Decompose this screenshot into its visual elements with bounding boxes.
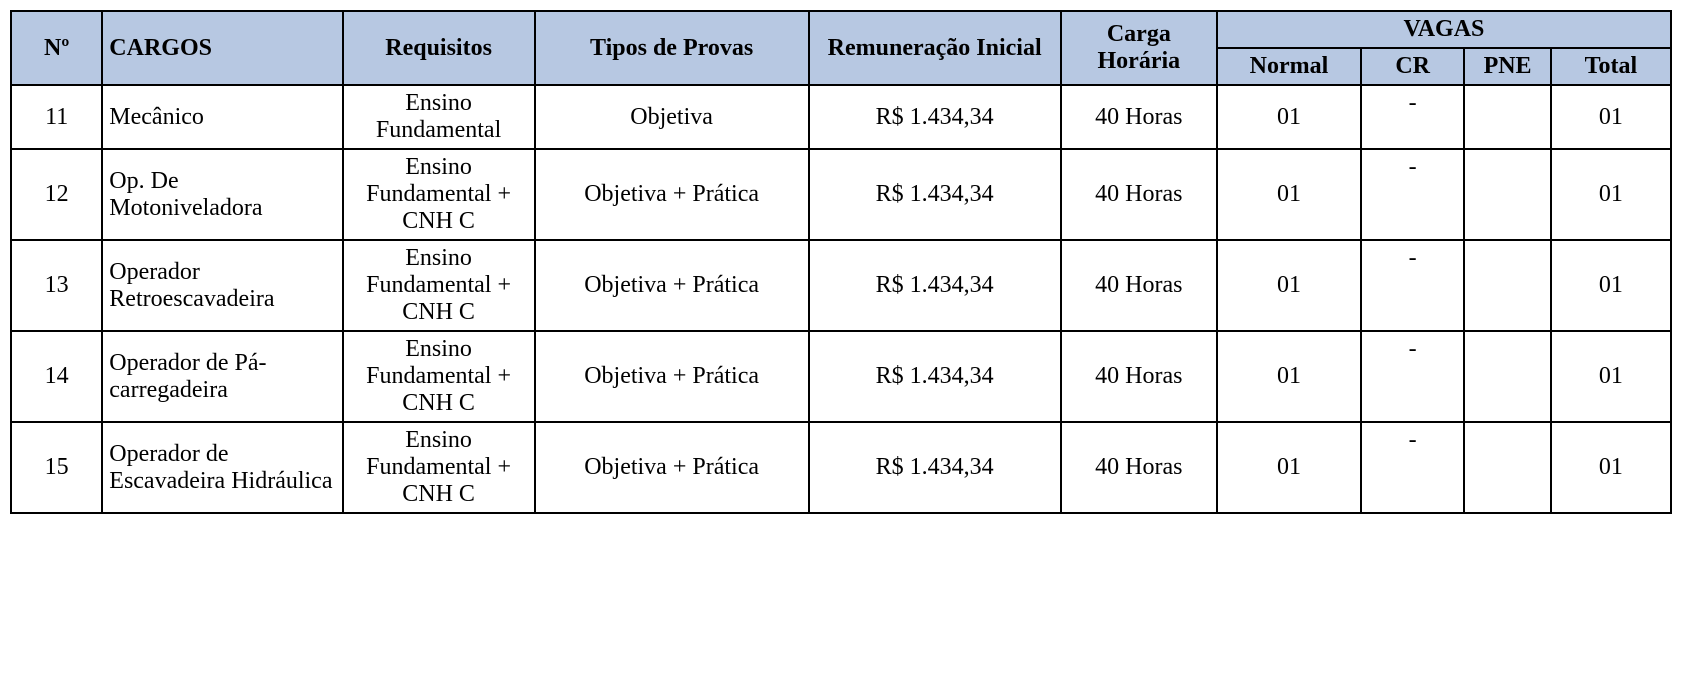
cell-pne — [1464, 331, 1550, 422]
table-row: 15 Operador de Escavadeira Hidráulica En… — [11, 422, 1671, 513]
cell-num: 13 — [11, 240, 102, 331]
cell-num: 11 — [11, 85, 102, 149]
cell-num: 12 — [11, 149, 102, 240]
cell-cr: - — [1361, 149, 1464, 240]
cell-normal: 01 — [1217, 422, 1361, 513]
cell-cr: - — [1361, 85, 1464, 149]
cell-cargo: Operador de Escavadeira Hidráulica — [102, 422, 342, 513]
table-row: 13 Operador Retroescavadeira Ensino Fund… — [11, 240, 1671, 331]
cell-total: 01 — [1551, 240, 1671, 331]
cell-rem: R$ 1.434,34 — [809, 422, 1061, 513]
header-num: Nº — [11, 11, 102, 85]
cell-rem: R$ 1.434,34 — [809, 240, 1061, 331]
cell-total: 01 — [1551, 422, 1671, 513]
cell-cr: - — [1361, 331, 1464, 422]
cell-cargo: Op. De Motoniveladora — [102, 149, 342, 240]
cell-rem: R$ 1.434,34 — [809, 85, 1061, 149]
cargos-table: Nº CARGOS Requisitos Tipos de Provas Rem… — [10, 10, 1672, 514]
header-cargos: CARGOS — [102, 11, 342, 85]
cell-provas: Objetiva + Prática — [535, 422, 809, 513]
cell-cr: - — [1361, 422, 1464, 513]
cell-req: Ensino Fundamental + CNH C — [343, 240, 535, 331]
cell-normal: 01 — [1217, 331, 1361, 422]
cell-total: 01 — [1551, 149, 1671, 240]
header-carga: Carga Horária — [1061, 11, 1217, 85]
cargos-tbody: 11 Mecânico Ensino Fundamental Objetiva … — [11, 85, 1671, 513]
cell-num: 14 — [11, 331, 102, 422]
cell-provas: Objetiva + Prática — [535, 331, 809, 422]
header-vagas-group: VAGAS — [1217, 11, 1671, 48]
header-provas: Tipos de Provas — [535, 11, 809, 85]
cell-req: Ensino Fundamental + CNH C — [343, 422, 535, 513]
cell-rem: R$ 1.434,34 — [809, 149, 1061, 240]
cell-pne — [1464, 85, 1550, 149]
table-row: 14 Operador de Pá-carregadeira Ensino Fu… — [11, 331, 1671, 422]
cell-carga: 40 Horas — [1061, 85, 1217, 149]
cell-pne — [1464, 149, 1550, 240]
table-row: 12 Op. De Motoniveladora Ensino Fundamen… — [11, 149, 1671, 240]
cell-provas: Objetiva + Prática — [535, 240, 809, 331]
header-cr: CR — [1361, 48, 1464, 85]
cell-pne — [1464, 240, 1550, 331]
cell-total: 01 — [1551, 331, 1671, 422]
cell-carga: 40 Horas — [1061, 240, 1217, 331]
header-rem: Remuneração Inicial — [809, 11, 1061, 85]
cell-req: Ensino Fundamental — [343, 85, 535, 149]
cell-carga: 40 Horas — [1061, 422, 1217, 513]
cell-provas: Objetiva — [535, 85, 809, 149]
cell-normal: 01 — [1217, 85, 1361, 149]
header-pne: PNE — [1464, 48, 1550, 85]
header-req: Requisitos — [343, 11, 535, 85]
cell-pne — [1464, 422, 1550, 513]
cell-rem: R$ 1.434,34 — [809, 331, 1061, 422]
cell-num: 15 — [11, 422, 102, 513]
cell-provas: Objetiva + Prática — [535, 149, 809, 240]
cell-total: 01 — [1551, 85, 1671, 149]
cell-normal: 01 — [1217, 149, 1361, 240]
cell-cargo: Operador Retroescavadeira — [102, 240, 342, 331]
cell-cargo: Mecânico — [102, 85, 342, 149]
cell-cr: - — [1361, 240, 1464, 331]
cell-normal: 01 — [1217, 240, 1361, 331]
cell-req: Ensino Fundamental + CNH C — [343, 149, 535, 240]
cell-req: Ensino Fundamental + CNH C — [343, 331, 535, 422]
table-row: 11 Mecânico Ensino Fundamental Objetiva … — [11, 85, 1671, 149]
header-total: Total — [1551, 48, 1671, 85]
cell-carga: 40 Horas — [1061, 149, 1217, 240]
cell-cargo: Operador de Pá-carregadeira — [102, 331, 342, 422]
header-normal: Normal — [1217, 48, 1361, 85]
cell-carga: 40 Horas — [1061, 331, 1217, 422]
